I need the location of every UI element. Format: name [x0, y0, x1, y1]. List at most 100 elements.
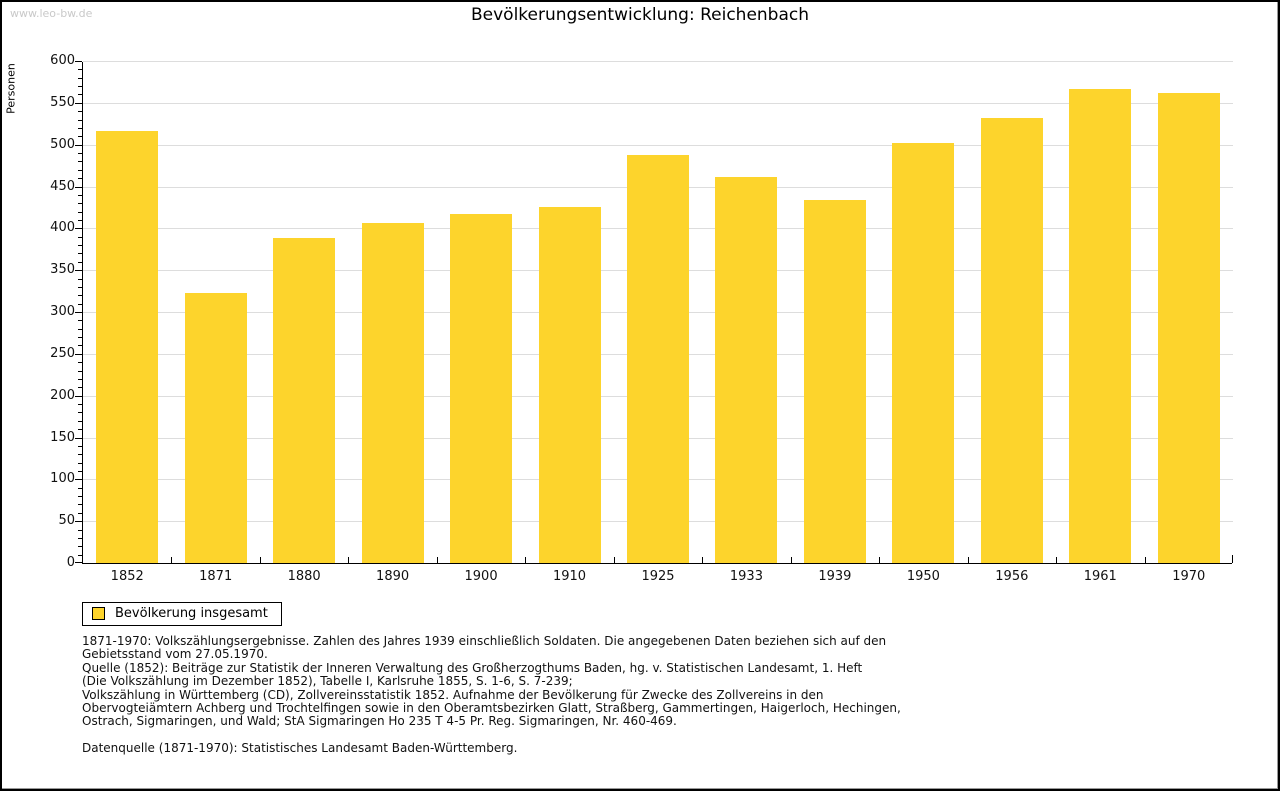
x-tick-label-1910: 1910 — [552, 569, 587, 584]
x-tick-label-1970: 1970 — [1172, 569, 1206, 584]
x-tick-label-1956: 1956 — [995, 569, 1029, 584]
y-minor-tick-80 — [78, 496, 82, 498]
y-minor-tick-260 — [78, 345, 82, 347]
x-axis-end-cap — [1232, 555, 1233, 563]
source-note-line-5: Volkszählung in Württemberg (CD), Zollve… — [82, 687, 824, 702]
y-minor-tick-570 — [78, 86, 82, 88]
y-minor-tick-290 — [78, 320, 82, 322]
y-minor-tick-560 — [78, 94, 82, 96]
x-tick-label-1961: 1961 — [1083, 569, 1117, 584]
x-tick-label-1950: 1950 — [906, 569, 940, 584]
y-major-tick-200 — [75, 395, 82, 397]
x-tick-label-1880: 1880 — [287, 569, 321, 584]
bar-1910 — [538, 206, 601, 563]
y-minor-tick-60 — [78, 512, 82, 514]
y-minor-tick-190 — [78, 404, 82, 406]
bar-1939 — [803, 199, 866, 563]
gridline-y-600 — [83, 61, 1233, 62]
y-tick-label-550: 550 — [50, 94, 75, 110]
x-tick-9 — [879, 557, 881, 563]
y-tick-label-450: 450 — [50, 178, 75, 194]
y-minor-tick-370 — [78, 253, 82, 255]
y-minor-tick-10 — [78, 554, 82, 556]
x-tick-12 — [1144, 557, 1146, 563]
x-tick-label-1900: 1900 — [464, 569, 498, 584]
legend-label: Bevölkerung insgesamt — [115, 606, 268, 621]
gridline-y-550 — [83, 102, 1233, 104]
bar-1956 — [980, 117, 1043, 563]
y-minor-tick-220 — [78, 378, 82, 380]
y-minor-tick-430 — [78, 203, 82, 205]
x-tick-8 — [790, 557, 792, 563]
y-major-tick-450 — [75, 186, 82, 188]
x-tick-label-1871: 1871 — [199, 569, 233, 584]
y-tick-label-50: 50 — [58, 513, 75, 529]
source-note-line-8 — [82, 729, 1222, 742]
y-minor-tick-270 — [78, 337, 82, 339]
y-tick-label-600: 600 — [50, 53, 75, 68]
y-minor-tick-580 — [78, 77, 82, 79]
y-minor-tick-240 — [78, 362, 82, 364]
source-note-line-1: 1871-1970: Volkszählungsergebnisse. Zahl… — [82, 634, 887, 648]
x-tick-label-1852: 1852 — [110, 569, 144, 584]
y-major-tick-100 — [75, 479, 82, 481]
y-minor-tick-280 — [78, 328, 82, 330]
x-tick-2 — [259, 557, 261, 563]
y-minor-tick-20 — [78, 546, 82, 548]
bar-1890 — [361, 223, 424, 563]
x-tick-6 — [613, 557, 615, 563]
y-minor-tick-230 — [78, 370, 82, 372]
y-minor-tick-170 — [78, 420, 82, 422]
y-minor-tick-510 — [78, 136, 82, 138]
x-tick-label-1925: 1925 — [641, 569, 675, 584]
source-note-line-7: Ostrach, Sigmaringen, und Wald; StA Sigm… — [82, 714, 677, 729]
y-major-tick-500 — [75, 144, 82, 146]
y-major-tick-300 — [75, 312, 82, 313]
y-minor-tick-390 — [78, 236, 82, 238]
legend-box: Bevölkerung insgesamt — [82, 602, 282, 626]
y-tick-label-500: 500 — [50, 136, 75, 152]
y-minor-tick-160 — [78, 429, 82, 431]
bar-1871 — [184, 292, 247, 563]
y-minor-tick-340 — [78, 278, 82, 280]
y-minor-tick-30 — [78, 537, 82, 539]
x-tick-11 — [1056, 557, 1058, 563]
bar-1852 — [96, 131, 159, 563]
source-note-line-4: (Die Volkszählung im Dezember 1852), Tab… — [82, 674, 573, 689]
y-minor-tick-410 — [78, 219, 82, 221]
x-tick-4 — [436, 557, 438, 563]
y-minor-tick-120 — [78, 462, 82, 464]
y-minor-tick-540 — [78, 111, 82, 113]
y-minor-tick-490 — [78, 153, 82, 155]
y-tick-label-0: 0 — [66, 555, 75, 570]
y-major-tick-400 — [75, 228, 82, 230]
y-minor-tick-180 — [78, 412, 82, 414]
x-tick-3 — [348, 557, 350, 563]
x-tick-label-1933: 1933 — [729, 569, 763, 584]
y-tick-label-400: 400 — [50, 220, 75, 236]
y-major-tick-600 — [75, 61, 82, 62]
y-minor-tick-470 — [78, 169, 82, 171]
y-minor-tick-480 — [78, 161, 82, 163]
y-minor-tick-70 — [78, 504, 82, 506]
source-note-line-2: Gebietsstand vom 27.05.1970. — [82, 647, 268, 662]
y-major-tick-250 — [75, 353, 82, 355]
x-tick-5 — [525, 557, 527, 563]
y-minor-tick-210 — [78, 387, 82, 389]
source-notes: 1871-1970: Volkszählungsergebnisse. Zahl… — [82, 634, 1222, 756]
y-minor-tick-530 — [78, 119, 82, 121]
y-major-tick-150 — [75, 437, 82, 439]
y-tick-label-200: 200 — [50, 387, 75, 403]
source-note-line-3: Quelle (1852): Beiträge zur Statistik de… — [82, 660, 863, 675]
y-tick-label-150: 150 — [50, 429, 75, 445]
y-major-tick-0 — [75, 562, 82, 563]
y-axis-title: Personen — [4, 63, 18, 114]
bar-1933 — [715, 177, 778, 563]
y-tick-label-350: 350 — [50, 262, 75, 278]
x-tick-1 — [171, 557, 173, 563]
y-minor-tick-440 — [78, 194, 82, 196]
x-tick-label-1939: 1939 — [818, 569, 852, 584]
y-minor-tick-420 — [78, 211, 82, 213]
x-tick-label-1890: 1890 — [376, 569, 410, 584]
